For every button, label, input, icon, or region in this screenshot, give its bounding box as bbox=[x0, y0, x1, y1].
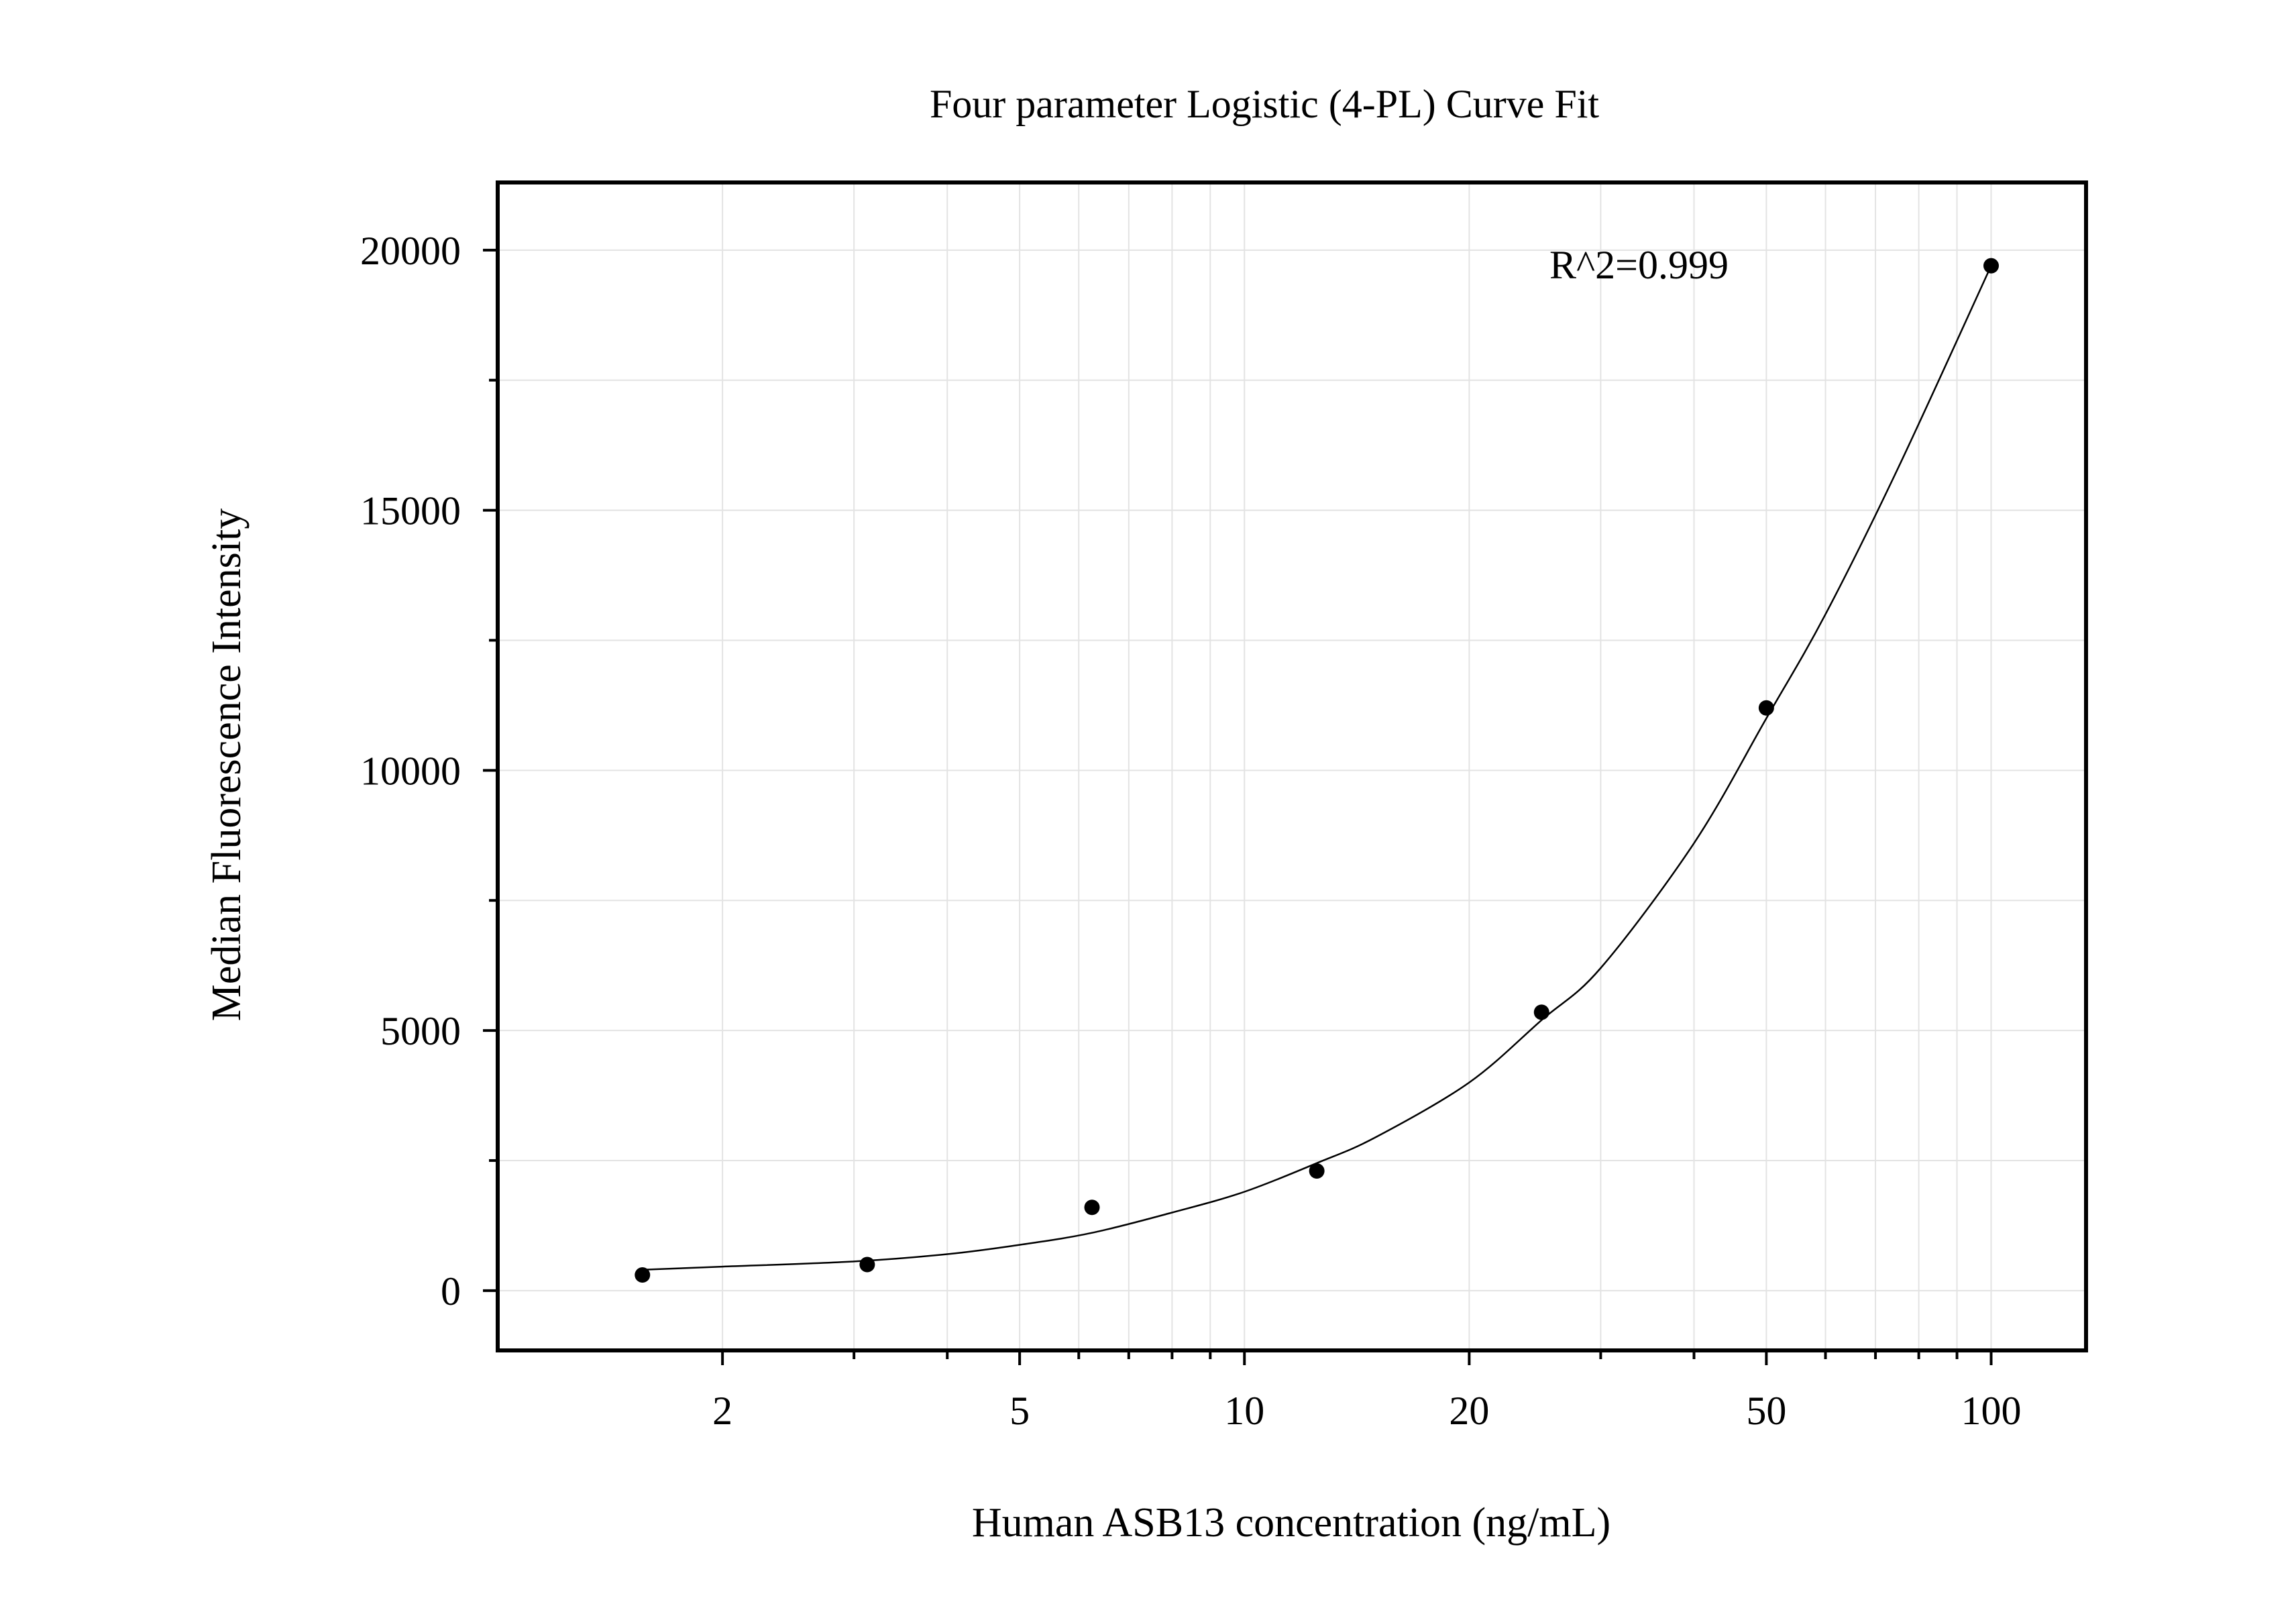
y-tick-label: 5000 bbox=[380, 1009, 461, 1053]
x-tick-label: 5 bbox=[1009, 1389, 1030, 1433]
y-tick-label: 0 bbox=[441, 1269, 461, 1314]
data-point bbox=[1084, 1199, 1100, 1216]
y-tick-label: 10000 bbox=[360, 749, 461, 793]
x-tick-label: 10 bbox=[1224, 1389, 1264, 1433]
x-axis-label: Human ASB13 concentration (ng/mL) bbox=[972, 1500, 1610, 1546]
data-point bbox=[859, 1257, 875, 1273]
fit-curve bbox=[642, 265, 1992, 1271]
data-point bbox=[1309, 1163, 1325, 1179]
data-point bbox=[1983, 258, 2000, 274]
axis-layer: 2 5 10 20 50 100 0 5000 10000 15000 20000 bbox=[360, 180, 2088, 1433]
data-point bbox=[635, 1267, 651, 1283]
data-point bbox=[1758, 700, 1774, 716]
x-tick-label: 2 bbox=[712, 1389, 732, 1433]
y-tick-label: 15000 bbox=[360, 489, 461, 533]
grid-layer bbox=[498, 182, 2086, 1350]
y-tick-label: 20000 bbox=[360, 229, 461, 273]
r-squared-annotation: R^2=0.999 bbox=[1549, 243, 1729, 287]
x-tick-label: 50 bbox=[1746, 1389, 1786, 1433]
plot-frame bbox=[496, 180, 2088, 1352]
y-axis-label: Median Fluorescence Intensity bbox=[204, 509, 250, 1021]
chart-title: Four parameter Logistic (4-PL) Curve Fit bbox=[930, 82, 1599, 126]
data-layer bbox=[635, 258, 2000, 1283]
x-tick-label: 20 bbox=[1449, 1389, 1489, 1433]
data-point bbox=[1533, 1004, 1549, 1020]
x-tick-label: 100 bbox=[1961, 1389, 2022, 1433]
